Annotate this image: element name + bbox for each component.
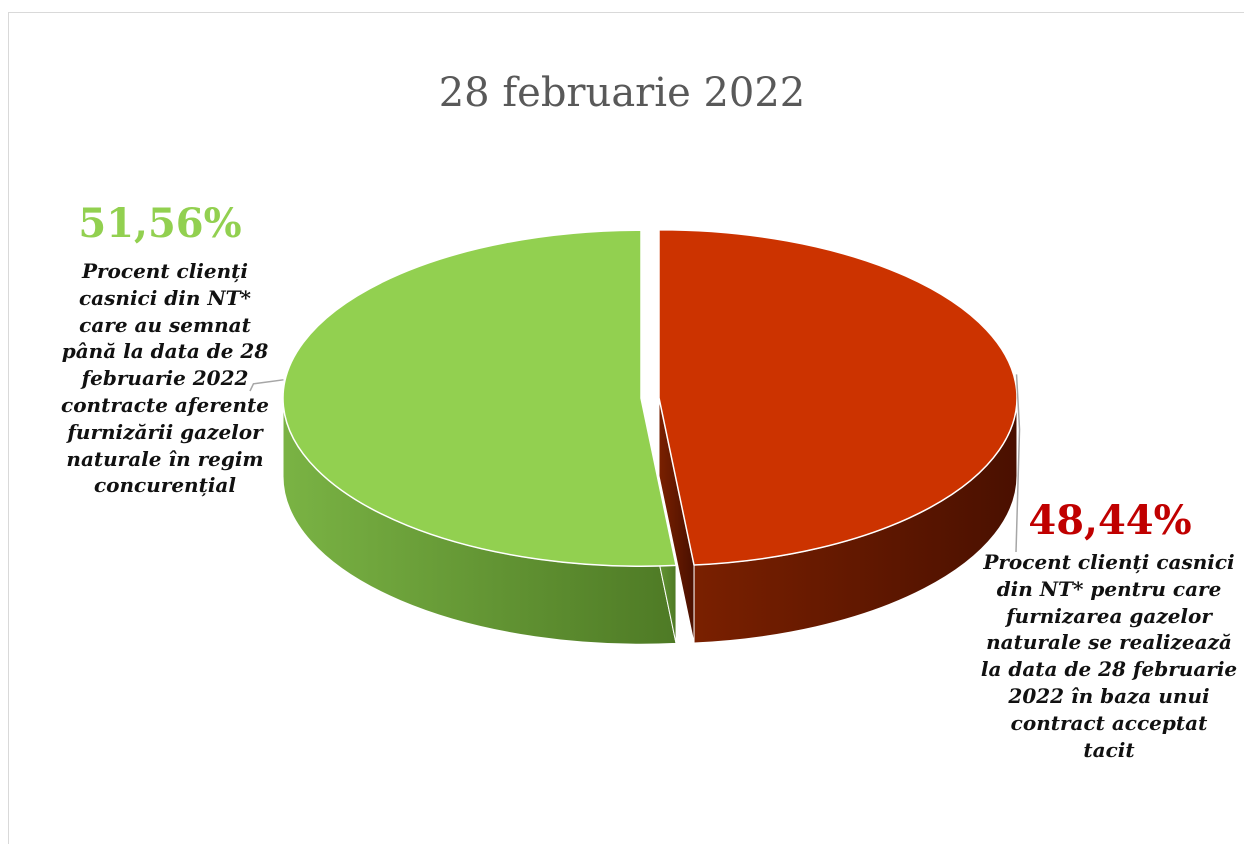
leader-line-red (1015, 374, 1021, 553)
slice-top-green (282, 229, 677, 567)
slice-top-red (658, 229, 1018, 566)
chart-area (8, 12, 1244, 844)
slice-value-label-red: 48,44% (1028, 497, 1192, 544)
slice-description-green: Procent clienți casnici din NT* care au … (61, 259, 269, 498)
chart-title: 28 februarie 2022 (438, 70, 806, 116)
leader-line-green (249, 379, 284, 392)
slice-value-label-green: 51,56% (78, 200, 242, 247)
slice-description-red: Procent clienți casnici din NT* pentru c… (980, 550, 1238, 762)
